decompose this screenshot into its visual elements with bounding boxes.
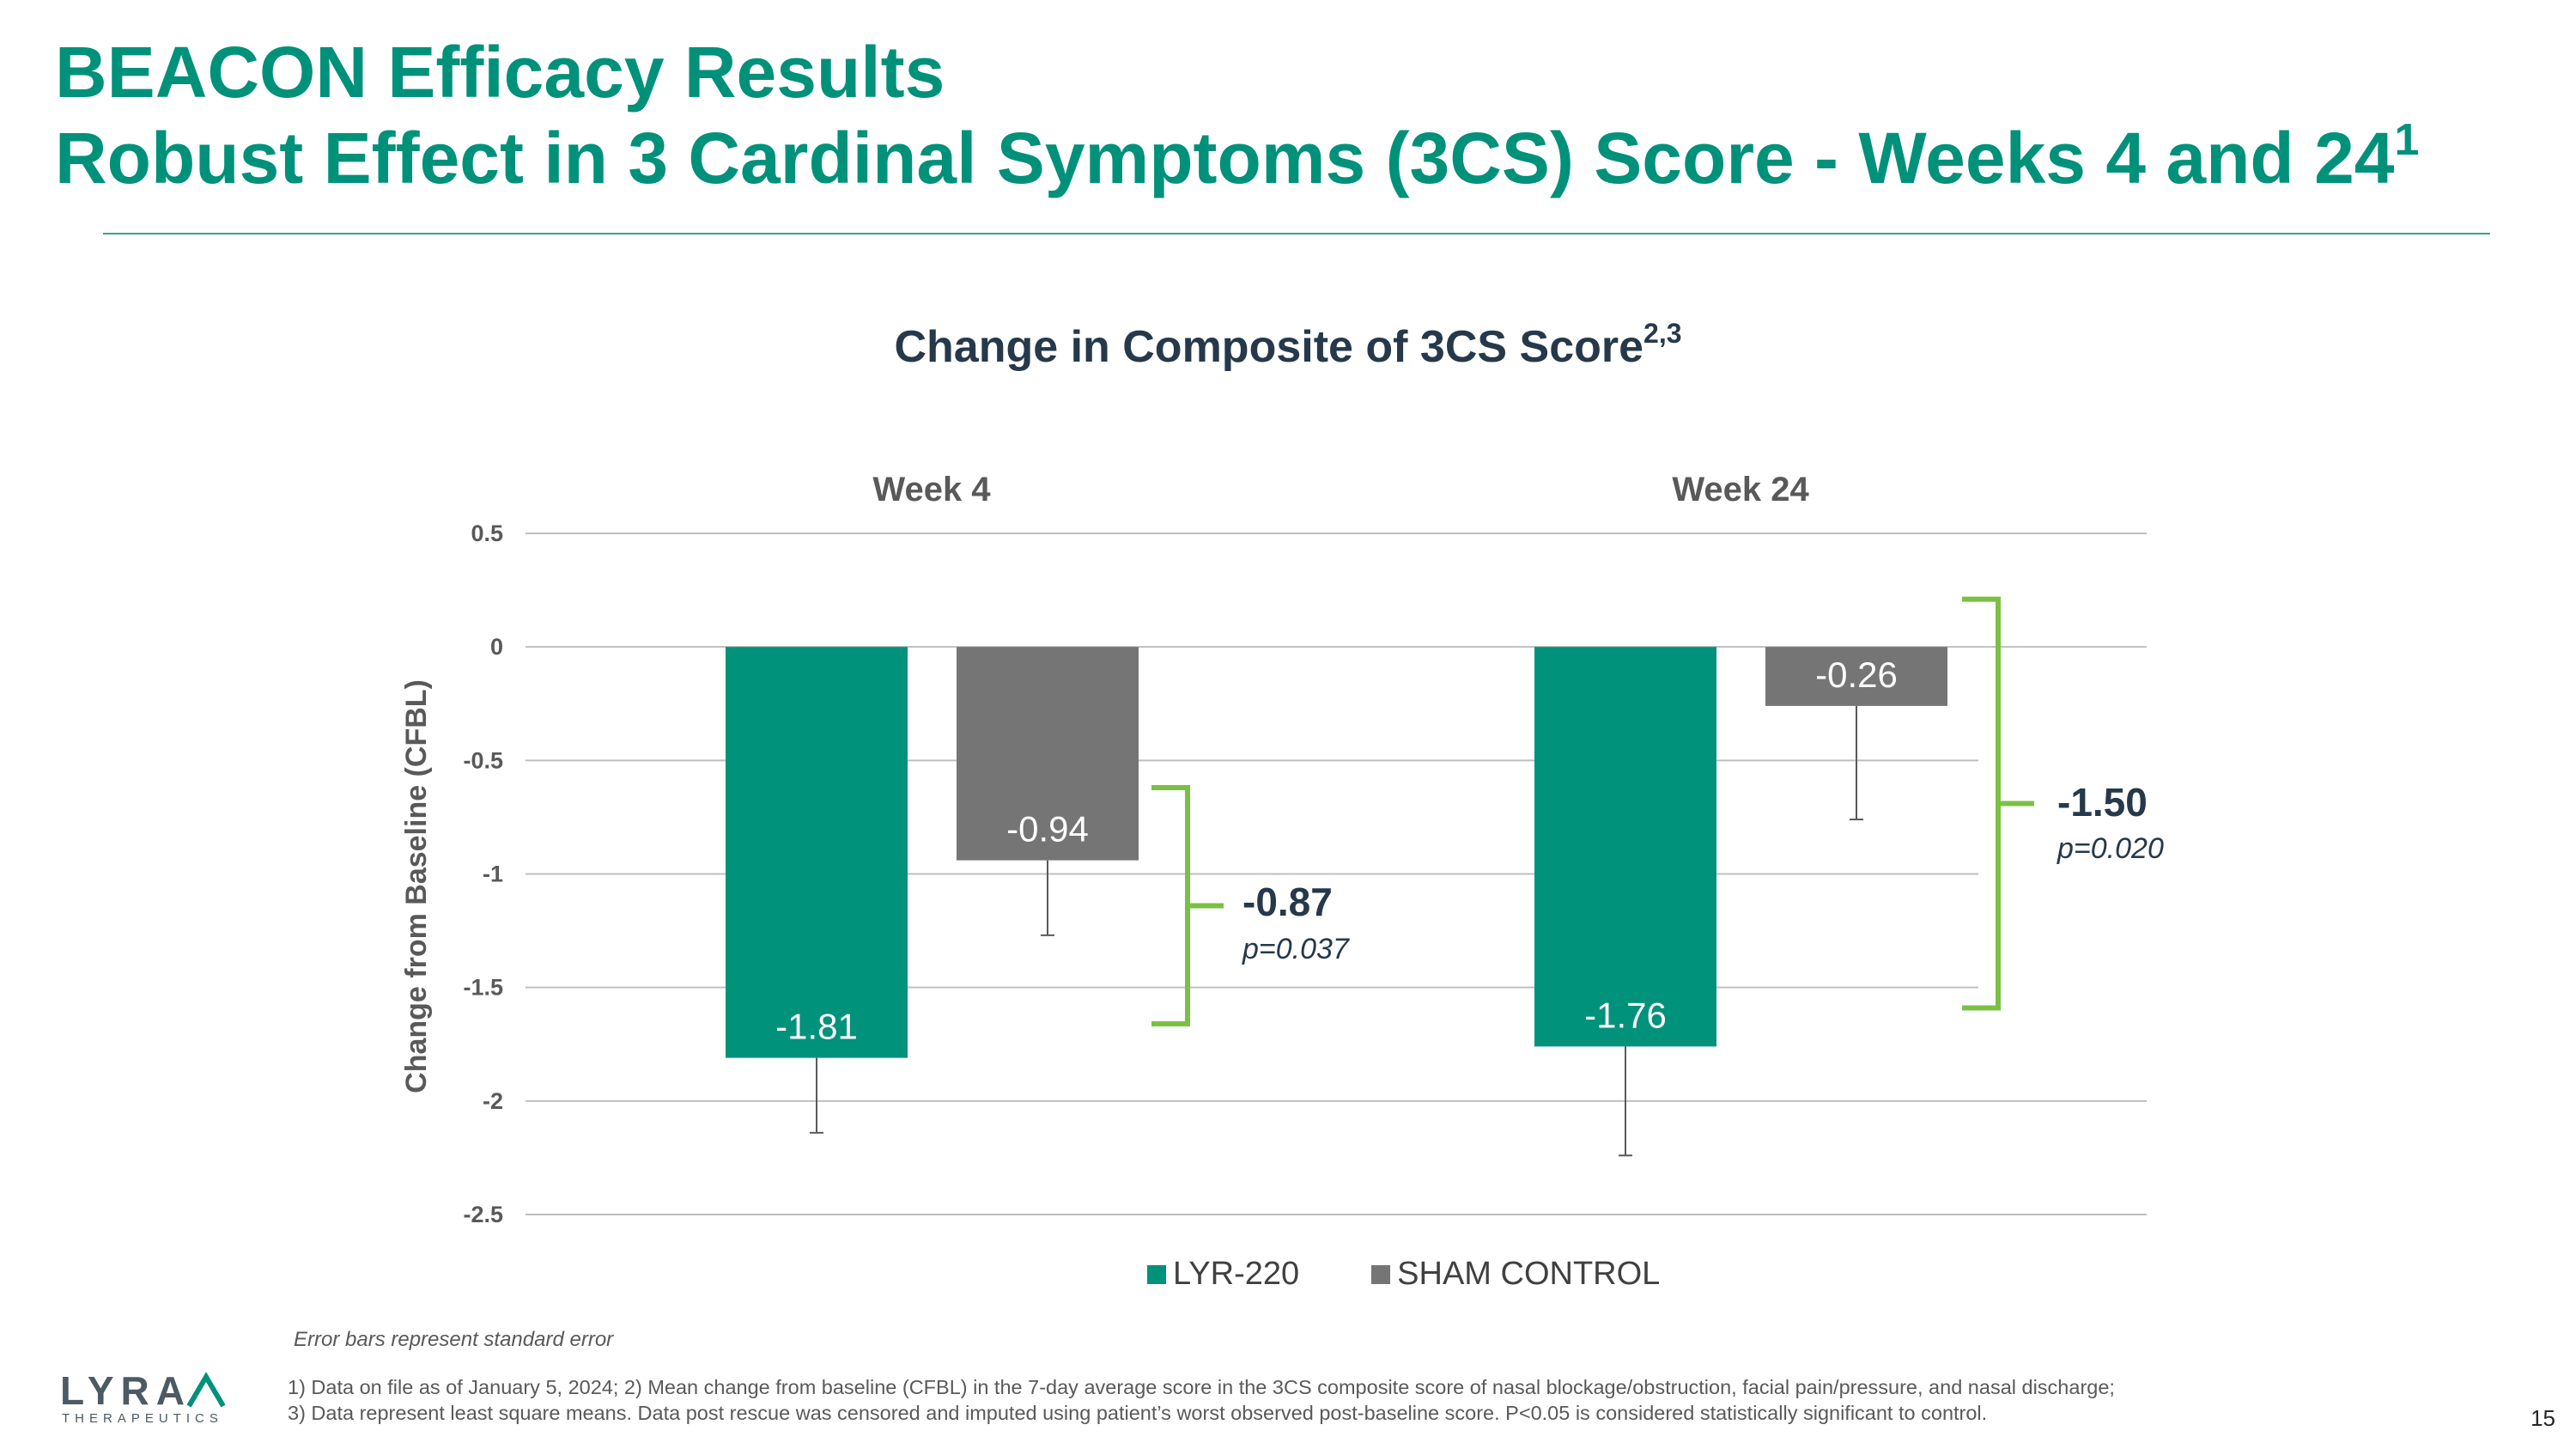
data-label: -0.26 [1815,654,1898,695]
category-label: Week 4 [872,471,991,508]
y-tick-label: -2.5 [463,1202,503,1227]
error-bar-note: Error bars represent standard error [294,1328,614,1351]
comparison-bracket [1151,785,1190,1026]
comparison-bracket [1962,596,2001,1011]
y-tick-label: -1.5 [463,975,503,1001]
legend-label-sham: SHAM CONTROL [1397,1256,1661,1292]
title-footnote-marker: 1 [2394,115,2420,165]
y-tick-label: -0.5 [463,747,503,773]
logo-accent-icon [186,1372,226,1408]
slide-title: BEACON Efficacy Results Robust Effect in… [55,29,2528,201]
category-label: Week 24 [1672,471,1809,508]
bar-sham [1765,647,1947,706]
bar-lyr220 [726,647,908,1058]
page-number: 15 [2530,1405,2555,1431]
y-tick-label: -1 [483,861,503,887]
footnote: 1) Data on file as of January 5, 2024; 2… [288,1376,2115,1424]
y-tick-label: 0 [490,634,503,660]
data-label: -1.81 [775,1007,858,1047]
legend-item-lyr220: LYR-220 [1147,1256,1299,1293]
title-line-2-text: Robust Effect in 3 Cardinal Symptoms (3C… [55,118,2395,198]
chart-title-footnote-marker: 2,3 [1643,317,1682,349]
company-logo: LYRA THERAPEUTICS [58,1368,242,1432]
legend-item-sham: SHAM CONTROL [1371,1256,1660,1293]
logo-wordmark: LYRA [60,1372,191,1409]
bar-lyr220 [1534,647,1716,1047]
difference-label: -0.87 [1242,880,1333,924]
title-line-2: Robust Effect in 3 Cardinal Symptoms (3C… [55,115,2528,201]
legend-label-lyr220: LYR-220 [1173,1256,1300,1292]
data-label: -0.94 [1006,809,1089,849]
legend-swatch-lyr220 [1147,1264,1166,1284]
y-axis-label: Change from Baseline (CFBL) [400,679,433,1093]
title-line-1: BEACON Efficacy Results [55,32,945,113]
legend-swatch-sham [1371,1264,1391,1284]
data-label: -1.76 [1584,995,1667,1035]
y-tick-label: 0.5 [471,521,503,546]
y-tick-label: -2 [483,1088,503,1114]
bar-sham [957,647,1139,861]
chart-title-text: Change in Composite of 3CS Score [894,322,1644,372]
chart-legend: LYR-220 SHAM CONTROL [1147,1256,1732,1293]
chart-title: Change in Composite of 3CS Score2,3 [0,317,2576,373]
p-value-label: p=0.020 [2057,832,2164,865]
p-value-label: p=0.037 [1242,933,1350,965]
lyra-logo-mark: LYRA [60,1368,226,1413]
title-divider [103,233,2490,234]
difference-label: -1.50 [2057,780,2148,825]
logo-tagline: THERAPEUTICS [62,1411,223,1426]
